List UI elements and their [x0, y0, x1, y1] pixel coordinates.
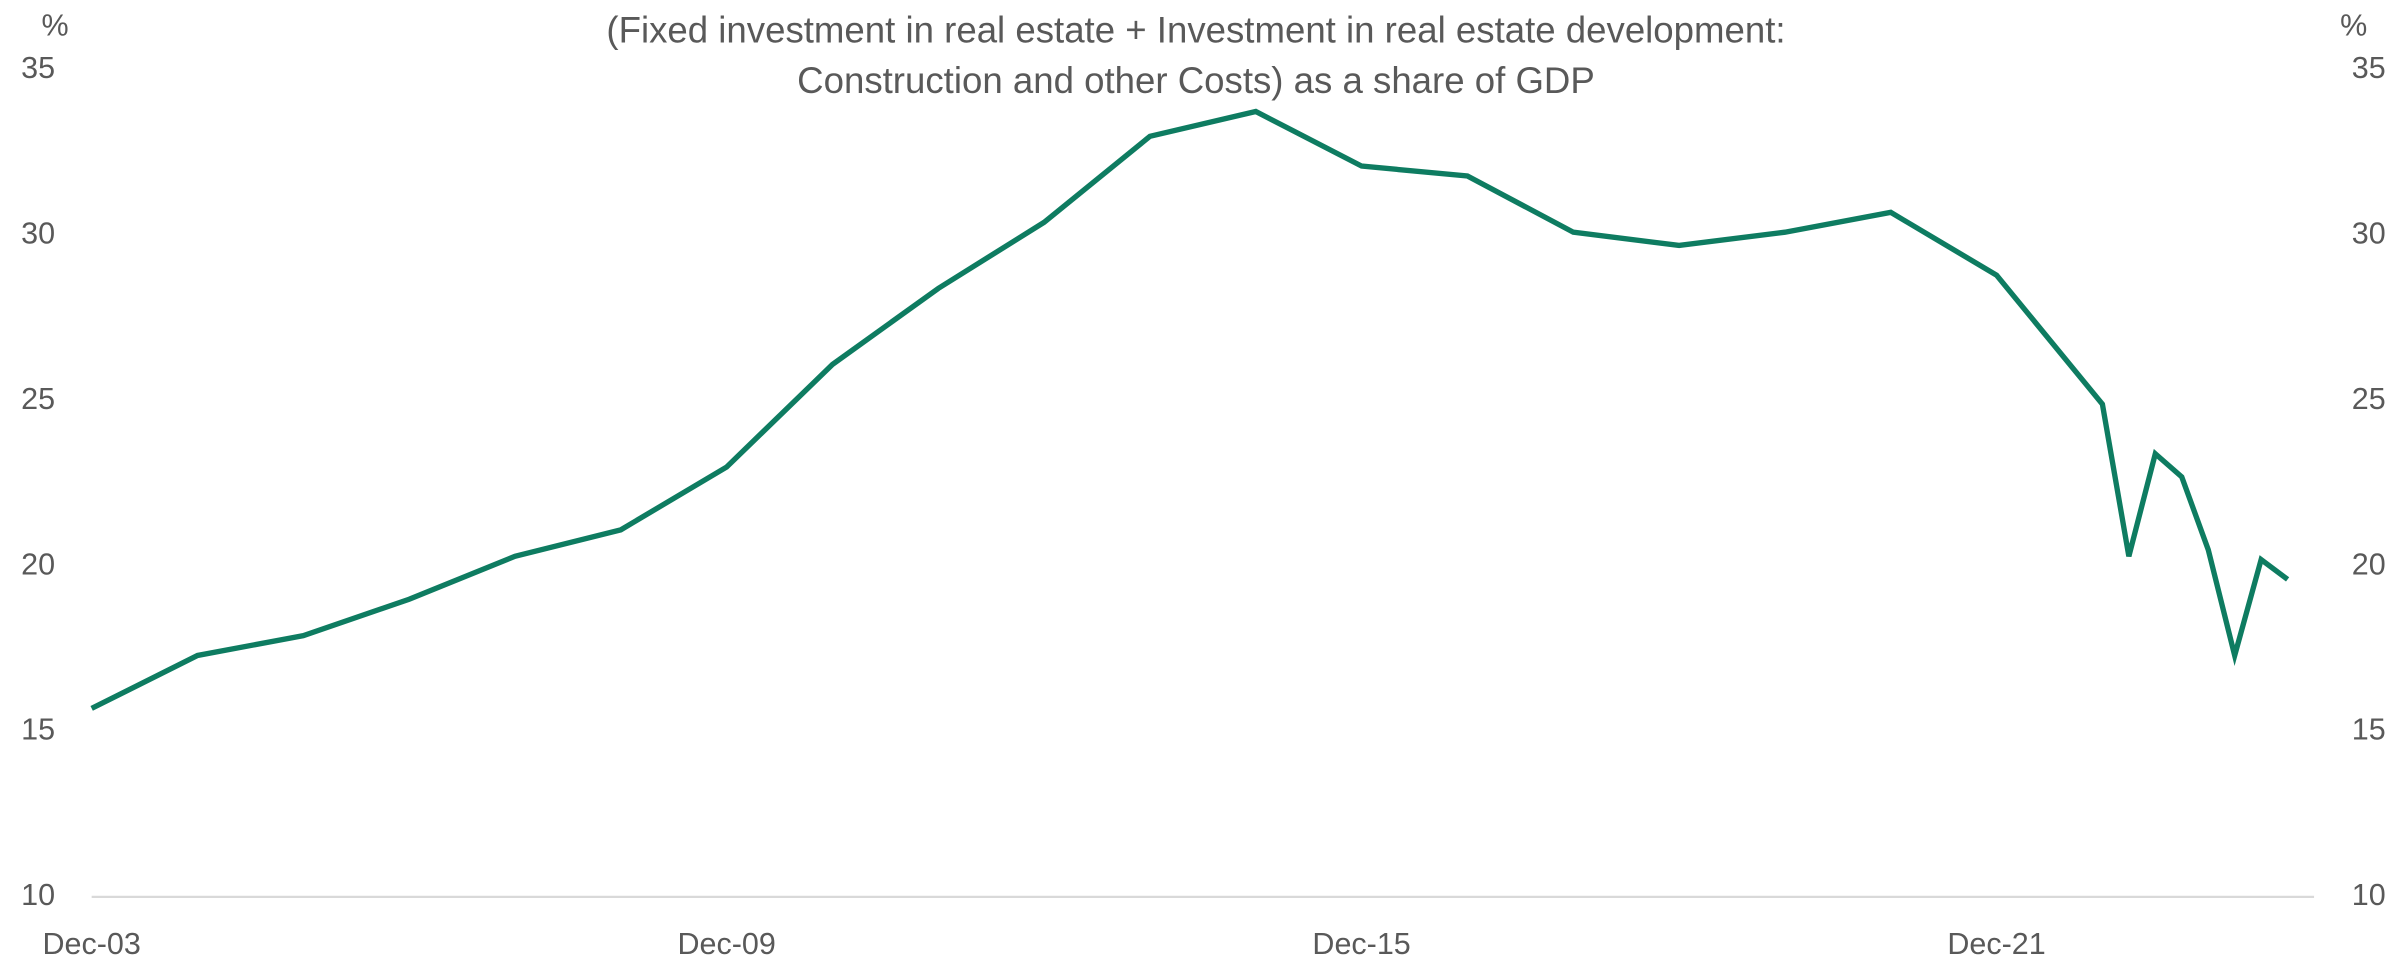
x-tick-label: Dec-09 [677, 927, 775, 961]
y2-tick-label: 35 [2352, 51, 2386, 85]
y-tick-label: 35 [21, 51, 55, 85]
y-tick-label: 30 [21, 217, 55, 251]
y2-tick-label: 15 [2352, 713, 2386, 747]
line-series [90, 108, 2290, 711]
x-tick-label: Dec-15 [1312, 927, 1410, 961]
title-box: (Fixed investment in real estate + Inves… [606, 10, 1786, 103]
y-tick-label: 25 [21, 382, 55, 416]
y2-tick-label: 20 [2352, 547, 2386, 581]
y-tick-label: 20 [21, 547, 55, 581]
y-unit-label: % [42, 9, 69, 43]
y2-tick-label: 10 [2352, 878, 2386, 912]
chart-title: (Fixed investment in real estate + Inves… [606, 10, 1786, 103]
x-tick-label: Dec-21 [1947, 927, 2045, 961]
y2-tick-label: 30 [2352, 217, 2386, 251]
y-tick-label: 10 [21, 878, 55, 912]
y-tick-label: 15 [21, 713, 55, 747]
y2-tick-label: 25 [2352, 382, 2386, 416]
x-tick-label: Dec-03 [43, 927, 141, 961]
y2-unit-label: % [2340, 9, 2367, 43]
